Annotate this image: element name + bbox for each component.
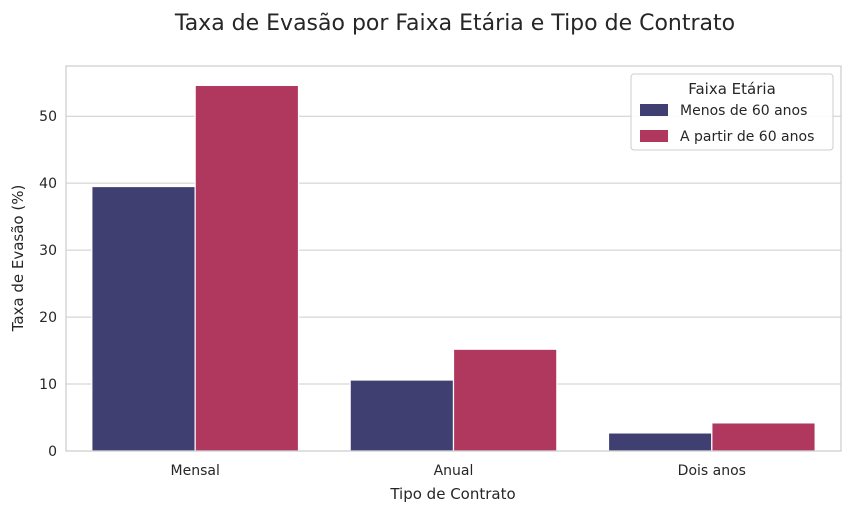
legend-entry: A partir de 60 anos <box>680 129 814 145</box>
legend-swatch <box>640 104 668 116</box>
y-tick-label: 40 <box>39 176 57 192</box>
x-axis-ticks: Mensal Anual Dois anos <box>171 463 746 479</box>
bar-60-plus <box>194 84 300 452</box>
y-axis-ticks: 0 10 20 30 40 50 <box>39 109 57 460</box>
bar-under-60 <box>349 379 455 452</box>
y-tick-label: 50 <box>39 109 57 125</box>
legend-box <box>630 73 834 151</box>
y-tick-label: 10 <box>39 377 57 393</box>
x-axis-label: Tipo de Contrato <box>389 485 515 503</box>
y-tick-label: 30 <box>39 243 57 259</box>
legend-title: Faixa Etária <box>688 80 776 98</box>
x-tick-label: Anual <box>434 463 474 479</box>
bar-60-plus <box>452 348 558 452</box>
x-tick-label: Mensal <box>171 463 220 479</box>
legend-entry: Menos de 60 anos <box>680 103 807 119</box>
bar-60-plus <box>711 422 816 452</box>
bars <box>91 84 816 452</box>
y-tick-label: 20 <box>39 310 57 326</box>
plot-frame <box>65 65 842 452</box>
x-tick-label: Dois anos <box>678 463 746 479</box>
y-axis-label: Taxa de Evasão (%) <box>9 185 27 333</box>
legend: Faixa Etária Menos de 60 anos A partir de… <box>630 73 834 151</box>
bar-under-60 <box>91 185 196 452</box>
y-tick-label: 0 <box>48 444 57 460</box>
bar-under-60 <box>607 432 713 452</box>
legend-swatch <box>640 130 668 142</box>
chart-title: Taxa de Evasão por Faixa Etária e Tipo d… <box>174 11 735 36</box>
